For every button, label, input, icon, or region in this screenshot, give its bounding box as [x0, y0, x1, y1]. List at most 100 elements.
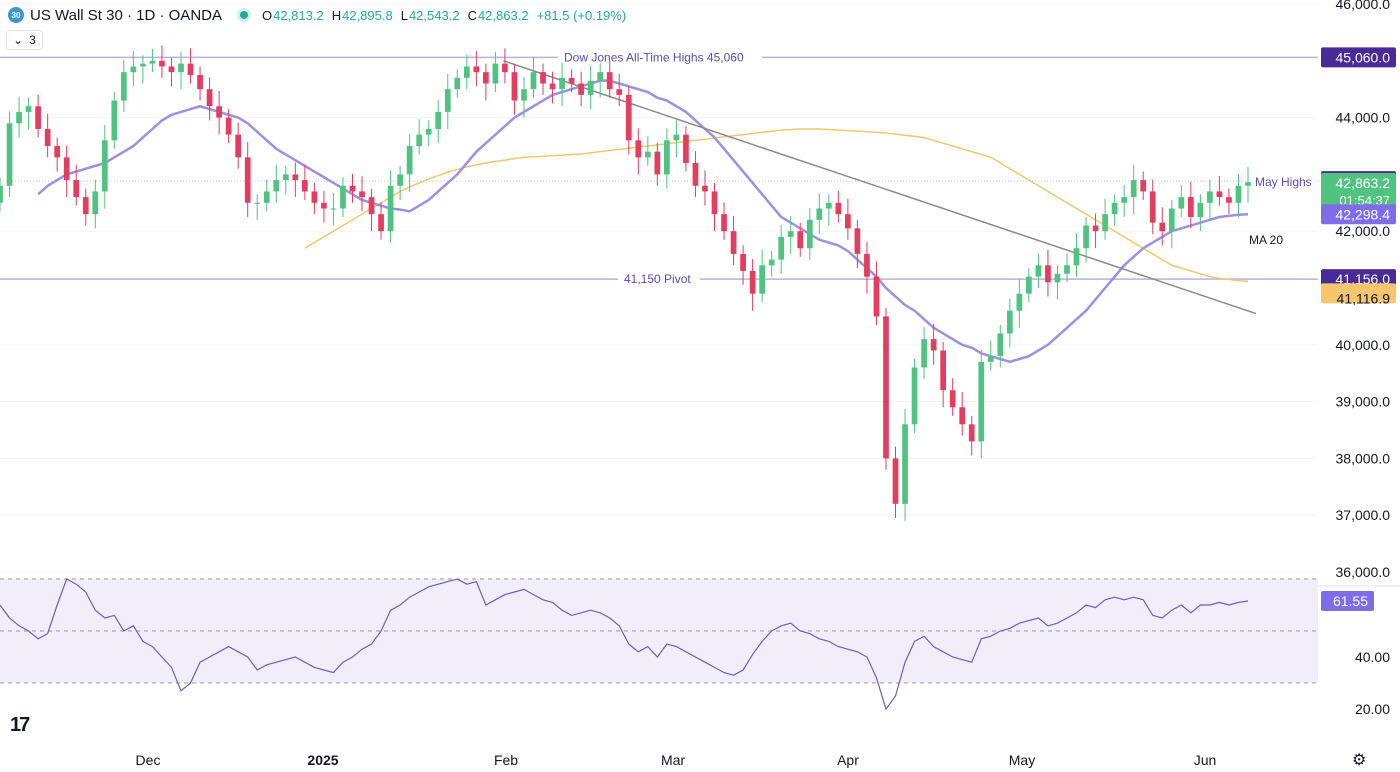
ma20-label: MA 20 — [1249, 233, 1283, 247]
candle-body — [797, 231, 804, 249]
candle-body — [530, 72, 537, 90]
may-highs-label-bg — [1250, 173, 1316, 190]
candle-body — [483, 72, 489, 84]
candle-body — [1035, 265, 1042, 277]
candle-body — [616, 89, 623, 95]
rsi-value-tag-bg — [1321, 590, 1374, 611]
y-tick-label: 44,000.0 — [1336, 110, 1391, 126]
candle-body — [673, 134, 680, 141]
candle-body — [711, 191, 718, 215]
candle-body — [940, 350, 947, 391]
candle-body — [873, 276, 880, 317]
candle-body — [235, 134, 242, 158]
candle-body — [140, 63, 146, 67]
candle-body — [454, 77, 461, 90]
candle-body — [321, 202, 327, 209]
candle-body — [806, 219, 813, 249]
countdown-tag: 01:54:37 — [1339, 193, 1390, 208]
candle-body — [282, 174, 289, 181]
candle-body — [492, 63, 499, 84]
candle-body — [1045, 265, 1051, 283]
candle-body — [921, 339, 927, 368]
candle-body — [292, 174, 299, 181]
candle-body — [768, 259, 775, 266]
indicators-collapse-button[interactable]: ⌄ 3 — [6, 30, 43, 50]
tradingview-logo[interactable]: 17 — [10, 714, 30, 736]
candle-body — [730, 231, 737, 254]
candle-body — [511, 72, 518, 101]
candle-body — [845, 214, 851, 229]
candle-body — [521, 89, 527, 101]
candle-body — [606, 72, 613, 90]
y-tick-label: 36,000.0 — [1336, 564, 1391, 580]
candle-body — [1207, 191, 1213, 203]
candle-body — [444, 89, 451, 112]
candle-body — [1026, 276, 1032, 294]
ath-price-tag-bg — [1321, 47, 1396, 68]
candle-body — [368, 197, 375, 215]
candle-body — [273, 180, 280, 192]
candle-body — [702, 185, 708, 192]
candle-body — [330, 208, 337, 210]
candle-body — [1149, 191, 1156, 223]
candle-body — [1073, 248, 1080, 266]
market-status-dot — [239, 11, 248, 19]
candle-body — [644, 151, 651, 158]
candle-body — [987, 356, 994, 362]
x-tick-label: Mar — [661, 752, 685, 768]
candle-body — [435, 111, 442, 129]
candle-body — [301, 180, 308, 192]
candle-body — [244, 157, 251, 203]
candle-body — [683, 134, 689, 164]
candle-body — [1130, 180, 1137, 198]
candle-body — [159, 60, 165, 67]
candle-body — [1006, 310, 1013, 334]
candle-body — [387, 185, 394, 232]
candle-body — [397, 174, 403, 186]
candle-body — [1245, 182, 1251, 186]
candle-body — [340, 185, 346, 209]
symbol-title[interactable]: US Wall St 30 · 1D · OANDA — [30, 6, 222, 24]
candle-body — [378, 214, 384, 232]
candle-body — [149, 60, 156, 64]
candle-body — [692, 163, 699, 186]
candle-body — [625, 94, 632, 141]
candle-body — [1140, 180, 1147, 192]
pivot-price-tag: 41,156.0 — [1336, 271, 1391, 287]
candle-body — [1235, 185, 1242, 203]
candle-body — [759, 265, 765, 294]
may-highs-label: May Highs — [1255, 175, 1312, 189]
candle-body — [44, 128, 51, 146]
gear-icon[interactable]: ⚙ — [1352, 752, 1367, 769]
ath-label: Dow Jones All-Time Highs 45,060 — [564, 50, 744, 64]
candle-body — [597, 72, 604, 81]
chevron-down-icon: ⌄ — [13, 33, 24, 47]
rsi-tick-label: 20.00 — [1355, 701, 1390, 717]
candle-body — [311, 191, 318, 203]
candle-body — [25, 106, 32, 112]
candle-body — [254, 202, 261, 204]
indicator-count: 3 — [29, 33, 36, 47]
candle-body — [635, 140, 642, 158]
candle-body — [549, 83, 556, 90]
last-price-tag: 42,863.2 — [1336, 175, 1391, 191]
candle-body — [997, 333, 1004, 357]
candle-body — [1178, 197, 1185, 209]
candle-body — [197, 75, 203, 90]
pivot-label-bg — [618, 271, 700, 288]
candle-body — [168, 66, 175, 73]
slow-ma-price-tag: 41,116.9 — [1337, 290, 1391, 306]
ma20-price-tag-bg — [1321, 204, 1396, 225]
ohlc-low: L42,543.2 — [400, 7, 460, 23]
candle-body — [0, 185, 3, 203]
y-tick-label: 40,000.0 — [1336, 337, 1391, 353]
candle-body — [1226, 197, 1232, 203]
candle-body — [749, 270, 756, 294]
candle-body — [206, 89, 213, 107]
candle-body — [721, 214, 727, 232]
candles-group — [0, 45, 1251, 521]
symbol-badge: 30 — [8, 7, 24, 23]
candle-body — [425, 128, 432, 135]
candle-body — [892, 458, 899, 504]
